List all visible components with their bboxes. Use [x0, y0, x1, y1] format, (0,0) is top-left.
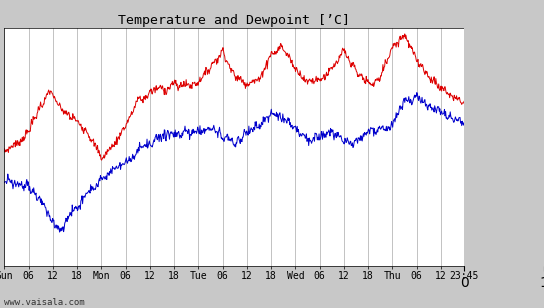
Title: Temperature and Dewpoint [’C]: Temperature and Dewpoint [’C]	[118, 14, 350, 26]
Text: www.vaisala.com: www.vaisala.com	[4, 298, 85, 307]
